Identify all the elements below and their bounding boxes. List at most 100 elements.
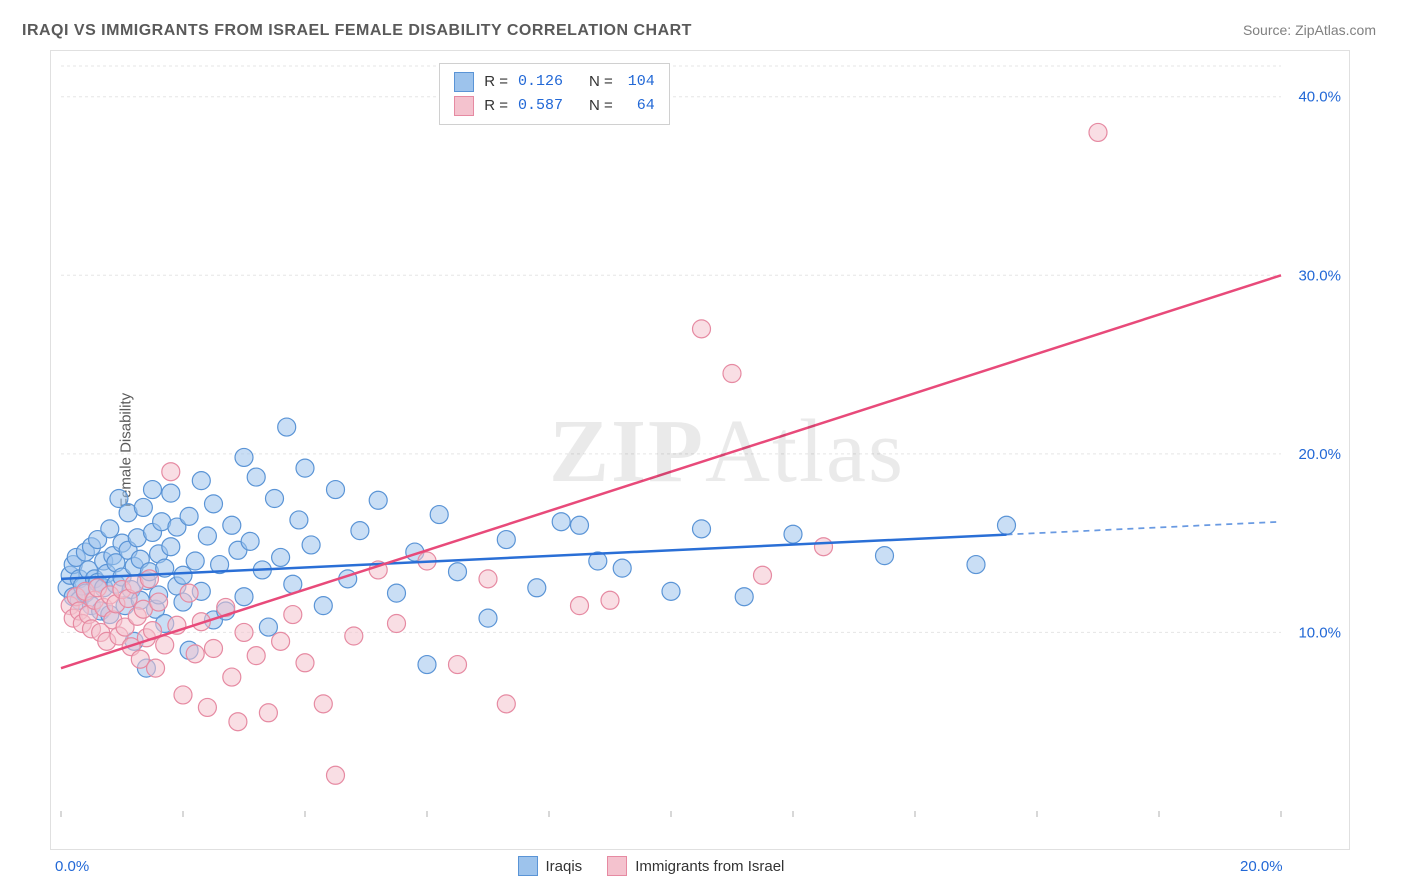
data-point: [601, 591, 619, 609]
scatter-plot: 10.0% 20.0% 30.0% 40.0%: [51, 51, 1349, 849]
data-point: [296, 459, 314, 477]
data-point: [327, 766, 345, 784]
data-point: [186, 645, 204, 663]
data-point: [388, 615, 406, 633]
data-point: [198, 698, 216, 716]
data-point: [247, 647, 265, 665]
legend-swatch: [518, 856, 538, 876]
legend-row: R = 0.587 N = 64: [454, 94, 655, 118]
legend-r-value: 0.126: [518, 70, 563, 94]
legend-series-label: Iraqis: [546, 858, 583, 875]
x-tick-label: 20.0%: [1240, 858, 1283, 875]
data-point: [430, 506, 448, 524]
data-point: [314, 597, 332, 615]
data-point: [180, 584, 198, 602]
data-point: [101, 520, 119, 538]
data-point: [223, 516, 241, 534]
data-point: [235, 448, 253, 466]
data-point: [278, 418, 296, 436]
data-point: [479, 609, 497, 627]
data-point: [272, 632, 290, 650]
data-point: [235, 623, 253, 641]
data-point: [186, 552, 204, 570]
legend-item: Immigrants from Israel: [607, 856, 784, 876]
legend-item: Iraqis: [518, 856, 583, 876]
data-point: [449, 656, 467, 674]
data-point: [528, 579, 546, 597]
data-point: [266, 490, 284, 508]
data-point: [223, 668, 241, 686]
data-point: [272, 548, 290, 566]
data-point: [693, 520, 711, 538]
data-point: [662, 582, 680, 600]
data-point: [150, 593, 168, 611]
legend-swatch: [454, 72, 474, 92]
data-point: [235, 588, 253, 606]
data-point: [247, 468, 265, 486]
data-point: [296, 654, 314, 672]
data-point: [571, 516, 589, 534]
source-link[interactable]: ZipAtlas.com: [1295, 22, 1376, 38]
data-point: [497, 531, 515, 549]
data-point: [876, 547, 894, 565]
correlation-legend: R = 0.126 N = 104 R = 0.587 N = 64: [439, 63, 670, 125]
legend-n-value: 64: [623, 94, 655, 118]
legend-r-label: R =: [484, 94, 508, 118]
data-point: [174, 566, 192, 584]
legend-n-value: 104: [623, 70, 655, 94]
trend-line-extrapolated: [1007, 522, 1282, 535]
data-point: [241, 532, 259, 550]
data-point: [259, 704, 277, 722]
data-point: [259, 618, 277, 636]
data-point: [1089, 123, 1107, 141]
data-point: [784, 525, 802, 543]
data-point: [290, 511, 308, 529]
chart-frame: Female Disability 10.0%20.0%30.0%40.0% Z…: [50, 50, 1350, 850]
legend-n-label: N =: [589, 94, 613, 118]
data-point: [388, 584, 406, 602]
data-point: [967, 556, 985, 574]
legend-r-value: 0.587: [518, 94, 563, 118]
data-point: [284, 606, 302, 624]
data-point: [345, 627, 363, 645]
y-tick-label: 40.0%: [1298, 89, 1341, 106]
data-point: [754, 566, 772, 584]
legend-n-label: N =: [589, 70, 613, 94]
data-point: [351, 522, 369, 540]
data-point: [140, 570, 158, 588]
data-point: [693, 320, 711, 338]
data-point: [479, 570, 497, 588]
data-point: [162, 484, 180, 502]
data-point: [205, 495, 223, 513]
data-point: [192, 472, 210, 490]
data-point: [162, 538, 180, 556]
legend-r-label: R =: [484, 70, 508, 94]
data-point: [144, 481, 162, 499]
data-point: [302, 536, 320, 554]
y-tick-label: 20.0%: [1298, 446, 1341, 463]
data-point: [369, 491, 387, 509]
data-point: [174, 686, 192, 704]
legend-swatch: [607, 856, 627, 876]
data-point: [735, 588, 753, 606]
data-point: [134, 498, 152, 516]
data-point: [418, 656, 436, 674]
data-point: [198, 527, 216, 545]
source-label: Source: ZipAtlas.com: [1243, 22, 1376, 38]
data-point: [180, 507, 198, 525]
data-point: [497, 695, 515, 713]
data-point: [205, 640, 223, 658]
y-tick-label: 10.0%: [1298, 624, 1341, 641]
data-point: [552, 513, 570, 531]
data-point: [314, 695, 332, 713]
data-point: [613, 559, 631, 577]
y-tick-label: 30.0%: [1298, 267, 1341, 284]
trend-line: [61, 275, 1281, 668]
data-point: [998, 516, 1016, 534]
data-point: [229, 713, 247, 731]
legend-row: R = 0.126 N = 104: [454, 70, 655, 94]
data-point: [156, 636, 174, 654]
data-point: [815, 538, 833, 556]
data-point: [162, 463, 180, 481]
data-point: [147, 659, 165, 677]
